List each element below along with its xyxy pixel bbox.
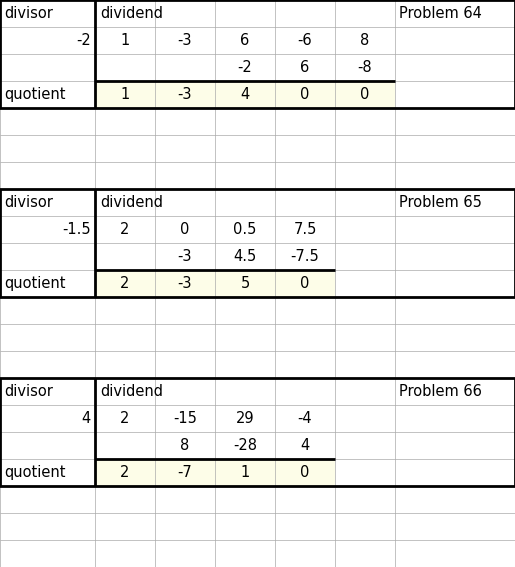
Text: -15: -15: [173, 411, 197, 426]
Text: -1.5: -1.5: [62, 222, 91, 237]
Text: 0.5: 0.5: [233, 222, 256, 237]
Text: divisor: divisor: [4, 384, 53, 399]
Text: 8: 8: [360, 33, 370, 48]
Text: 5: 5: [241, 276, 250, 291]
Text: divisor: divisor: [4, 195, 53, 210]
Text: 0: 0: [300, 465, 310, 480]
Text: 6: 6: [241, 33, 250, 48]
Bar: [0, 0, 515, 108]
Text: 2: 2: [121, 411, 130, 426]
Text: quotient: quotient: [4, 465, 65, 480]
Text: 0: 0: [300, 87, 310, 102]
Bar: [95, 270, 335, 297]
Text: 4: 4: [300, 438, 310, 453]
Text: -3: -3: [178, 276, 192, 291]
Text: dividend: dividend: [100, 195, 163, 210]
Text: 7.5: 7.5: [294, 222, 317, 237]
Text: 4: 4: [82, 411, 91, 426]
Text: -4: -4: [298, 411, 312, 426]
Text: quotient: quotient: [4, 276, 65, 291]
Text: divisor: divisor: [4, 6, 53, 21]
Text: quotient: quotient: [4, 87, 65, 102]
Text: -2: -2: [76, 33, 91, 48]
Text: 1: 1: [121, 87, 130, 102]
Text: 29: 29: [236, 411, 254, 426]
Text: -3: -3: [178, 87, 192, 102]
Bar: [95, 81, 395, 108]
Text: -28: -28: [233, 438, 257, 453]
Text: -3: -3: [178, 249, 192, 264]
Text: 0: 0: [180, 222, 190, 237]
Bar: [0, 189, 515, 297]
Text: -6: -6: [298, 33, 312, 48]
Text: 1: 1: [121, 33, 130, 48]
Text: 2: 2: [121, 222, 130, 237]
Text: 2: 2: [121, 276, 130, 291]
Text: -3: -3: [178, 33, 192, 48]
Text: dividend: dividend: [100, 384, 163, 399]
Bar: [0, 378, 515, 486]
Text: 2: 2: [121, 465, 130, 480]
Text: 6: 6: [300, 60, 310, 75]
Text: -7: -7: [178, 465, 193, 480]
Text: dividend: dividend: [100, 6, 163, 21]
Text: Problem 65: Problem 65: [399, 195, 482, 210]
Text: -2: -2: [237, 60, 252, 75]
Text: -7.5: -7.5: [290, 249, 319, 264]
Bar: [95, 459, 335, 486]
Text: 4.5: 4.5: [233, 249, 256, 264]
Text: Problem 64: Problem 64: [399, 6, 482, 21]
Text: -8: -8: [358, 60, 372, 75]
Text: 8: 8: [180, 438, 190, 453]
Text: Problem 66: Problem 66: [399, 384, 482, 399]
Text: 4: 4: [241, 87, 250, 102]
Text: 1: 1: [241, 465, 250, 480]
Text: 0: 0: [360, 87, 370, 102]
Text: 0: 0: [300, 276, 310, 291]
